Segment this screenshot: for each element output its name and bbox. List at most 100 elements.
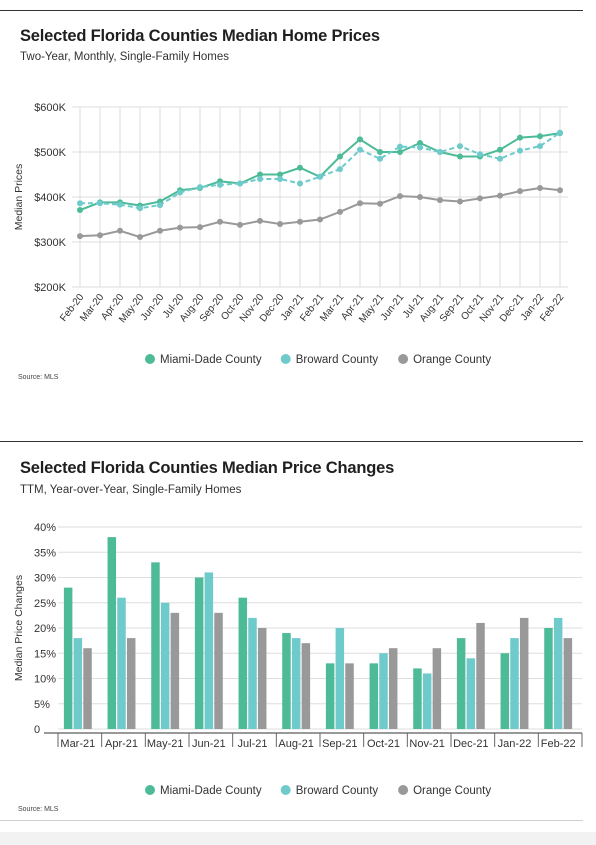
data-point: [537, 133, 543, 140]
bar: [282, 633, 291, 729]
legend-marker: [398, 354, 409, 364]
y-tick-label: 20%: [34, 623, 56, 635]
data-point: [117, 201, 123, 208]
data-point: [457, 153, 463, 160]
x-tick-label: Sep-21: [322, 738, 357, 750]
y-tick-label: 30%: [34, 573, 56, 585]
legend-label: Orange County: [413, 354, 491, 366]
data-point: [77, 200, 83, 207]
legend-marker: [280, 785, 291, 795]
data-point: [217, 181, 223, 188]
bar: [345, 663, 354, 729]
data-point: [417, 144, 423, 151]
bar: [519, 617, 529, 729]
data-point: [417, 140, 423, 146]
data-point: [377, 149, 383, 155]
data-point: [417, 194, 423, 200]
data-point: [197, 184, 203, 191]
data-point: [457, 143, 463, 150]
bar: [544, 628, 553, 729]
data-point: [157, 227, 163, 234]
data-point: [357, 146, 363, 153]
data-point: [97, 232, 103, 239]
chart2-source: Source: MLS: [18, 806, 59, 813]
x-tick-label: Jun-21: [192, 738, 226, 750]
data-point: [117, 227, 123, 234]
data-point: [537, 143, 543, 150]
data-point: [237, 180, 243, 187]
data-point: [517, 134, 523, 141]
data-point: [337, 166, 343, 173]
y-axis-title: Median Price Changes: [13, 575, 25, 681]
legend-marker: [145, 354, 155, 364]
bar: [83, 648, 92, 729]
bar: [335, 628, 345, 729]
y-tick-label: $200K: [34, 282, 66, 294]
bar: [204, 572, 214, 729]
x-tick-label: Oct-21: [367, 738, 400, 750]
bottom-divider: [0, 820, 583, 821]
data-point: [317, 173, 323, 180]
data-point: [277, 221, 283, 227]
bar: [248, 617, 257, 729]
bar: [73, 638, 83, 729]
x-tick-label: Jul-21: [238, 738, 268, 750]
bar: [291, 638, 301, 729]
line-chart-median-prices: $200K$300K$400K$500K$600KFeb-20Mar-20Apr…: [13, 102, 568, 366]
bar: [126, 638, 136, 729]
data-point: [377, 155, 383, 162]
y-tick-label: 40%: [34, 522, 56, 534]
data-point: [297, 164, 303, 171]
legend-marker: [398, 785, 409, 795]
bar: [553, 617, 563, 729]
bar: [500, 653, 510, 729]
data-point: [197, 224, 203, 231]
bar: [238, 597, 248, 729]
bar: [422, 673, 432, 729]
data-point: [257, 217, 263, 224]
x-tick-label: May-21: [147, 738, 184, 750]
data-point: [237, 221, 243, 228]
chart1-source: Source: MLS: [18, 374, 59, 381]
data-point: [457, 198, 463, 205]
data-point: [177, 224, 183, 231]
bar: [476, 622, 485, 729]
data-point: [477, 151, 483, 158]
data-point: [277, 176, 283, 182]
data-point: [137, 205, 143, 212]
data-point: [497, 146, 503, 153]
bar: [194, 577, 204, 729]
data-point: [77, 207, 83, 214]
y-tick-label: 10%: [34, 674, 56, 686]
data-point: [137, 234, 143, 241]
y-axis-title: Median Prices: [13, 164, 25, 231]
data-point: [437, 197, 443, 204]
x-tick-label: Mar-21: [60, 738, 95, 750]
top-divider: [0, 10, 583, 11]
data-point: [397, 149, 403, 155]
data-point: [257, 176, 263, 182]
page-footer-band: [0, 832, 596, 845]
bar: [160, 602, 170, 729]
bar: [301, 643, 311, 729]
x-tick-label: Jan-22: [498, 738, 532, 750]
data-point: [497, 192, 503, 199]
data-point: [477, 195, 483, 202]
chart2-title: Selected Florida Counties Median Price C…: [20, 459, 395, 477]
y-tick-label: $400K: [34, 192, 66, 204]
data-point: [337, 208, 343, 215]
x-tick-label: Aug-21: [278, 738, 313, 750]
bar: [466, 658, 476, 729]
legend-label: Broward County: [296, 354, 379, 366]
bar: [432, 648, 442, 729]
data-point: [177, 189, 183, 196]
legend-label: Miami-Dade County: [160, 354, 262, 366]
x-tick-label: Nov-21: [409, 738, 444, 750]
bar-chart-price-changes: 0 5% 10% 15% 20% 25% 30% 35% 40% Median Price Cha…: [13, 522, 583, 797]
x-tick-label: Dec-21: [453, 738, 488, 750]
y-tick-label: $500K: [34, 147, 66, 159]
data-point: [437, 149, 443, 155]
data-point: [397, 143, 403, 150]
bar: [107, 537, 117, 729]
bar: [170, 612, 180, 729]
